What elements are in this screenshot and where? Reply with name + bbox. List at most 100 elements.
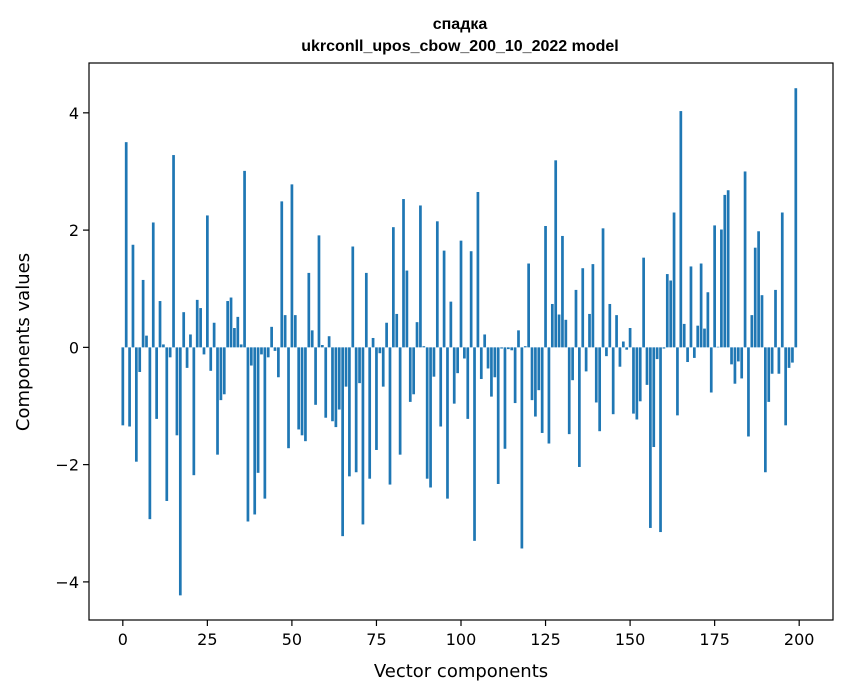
bar bbox=[463, 347, 466, 359]
bar bbox=[185, 347, 189, 368]
bar bbox=[364, 272, 368, 348]
bar bbox=[165, 347, 169, 501]
bar bbox=[334, 347, 338, 428]
y-tick-label: −4 bbox=[55, 573, 79, 592]
bar bbox=[287, 347, 290, 449]
x-tick-label: 150 bbox=[615, 630, 646, 649]
bar bbox=[151, 222, 155, 348]
bar bbox=[442, 250, 446, 348]
bar bbox=[628, 328, 632, 348]
bar bbox=[452, 347, 456, 404]
bar bbox=[348, 347, 351, 477]
bar bbox=[747, 347, 750, 437]
bar bbox=[709, 347, 713, 393]
bar bbox=[354, 347, 358, 473]
bar bbox=[777, 347, 781, 374]
bar bbox=[429, 347, 432, 488]
bar bbox=[368, 347, 372, 479]
bar bbox=[449, 301, 453, 348]
bar bbox=[496, 347, 500, 484]
bar bbox=[621, 341, 625, 348]
bar bbox=[212, 322, 216, 348]
bar bbox=[260, 347, 263, 355]
bar bbox=[567, 347, 571, 435]
bar bbox=[351, 246, 355, 348]
bar bbox=[168, 347, 172, 358]
bar bbox=[206, 215, 209, 348]
bar bbox=[625, 347, 629, 350]
bar bbox=[561, 235, 564, 348]
bar bbox=[564, 319, 568, 348]
bar bbox=[222, 347, 226, 395]
bar bbox=[256, 347, 260, 473]
bar bbox=[794, 88, 798, 348]
bar bbox=[469, 251, 473, 348]
bar bbox=[131, 244, 135, 348]
bar bbox=[534, 347, 537, 417]
x-tick-label: 100 bbox=[446, 630, 477, 649]
bar bbox=[209, 347, 213, 371]
bar bbox=[791, 347, 794, 363]
bar bbox=[459, 240, 463, 348]
bar bbox=[486, 347, 490, 369]
bar bbox=[750, 315, 754, 348]
bar bbox=[138, 347, 142, 372]
bar bbox=[581, 268, 585, 348]
bar bbox=[293, 315, 297, 348]
x-tick-label: 200 bbox=[784, 630, 815, 649]
bar bbox=[618, 347, 622, 367]
bar bbox=[638, 347, 642, 402]
bar bbox=[665, 274, 669, 348]
bar bbox=[253, 347, 257, 515]
bar bbox=[172, 155, 175, 348]
bar bbox=[682, 323, 686, 348]
bar bbox=[341, 347, 344, 537]
x-axis-label: Vector components bbox=[374, 661, 548, 682]
bar bbox=[544, 226, 547, 348]
bar bbox=[676, 347, 679, 416]
bar bbox=[513, 347, 517, 404]
bar bbox=[635, 347, 639, 420]
bar bbox=[317, 235, 321, 348]
bar bbox=[588, 313, 591, 348]
x-tick-label: 75 bbox=[366, 630, 386, 649]
x-tick-label: 25 bbox=[197, 630, 217, 649]
bar bbox=[770, 347, 774, 374]
bar bbox=[199, 308, 202, 348]
bar bbox=[757, 231, 760, 348]
bar bbox=[162, 344, 165, 348]
bar bbox=[537, 347, 541, 391]
bar bbox=[155, 347, 158, 419]
bar bbox=[696, 325, 700, 348]
bar bbox=[216, 347, 219, 455]
bar bbox=[408, 347, 412, 402]
bar bbox=[574, 289, 578, 348]
bar bbox=[493, 347, 497, 378]
y-tick-label: −2 bbox=[55, 456, 79, 475]
bar bbox=[672, 212, 676, 348]
bar bbox=[550, 303, 554, 348]
bar bbox=[686, 347, 689, 363]
bar bbox=[466, 347, 470, 419]
bar bbox=[263, 347, 267, 499]
bar bbox=[780, 212, 784, 348]
bar bbox=[419, 205, 422, 348]
bar bbox=[659, 347, 662, 533]
bar bbox=[456, 347, 459, 374]
bar bbox=[280, 201, 284, 348]
bar bbox=[415, 322, 419, 348]
bar bbox=[124, 142, 128, 348]
bar bbox=[645, 347, 649, 385]
bar bbox=[733, 347, 737, 384]
x-tick-label: 125 bbox=[530, 630, 561, 649]
bar bbox=[385, 322, 388, 348]
bar bbox=[273, 347, 277, 351]
bar bbox=[615, 315, 618, 348]
bar bbox=[202, 347, 206, 355]
bar bbox=[283, 315, 287, 348]
bar bbox=[720, 229, 723, 348]
x-tick-label: 175 bbox=[699, 630, 730, 649]
plot-frame bbox=[88, 62, 834, 621]
bar bbox=[422, 346, 426, 348]
bar bbox=[446, 347, 449, 499]
